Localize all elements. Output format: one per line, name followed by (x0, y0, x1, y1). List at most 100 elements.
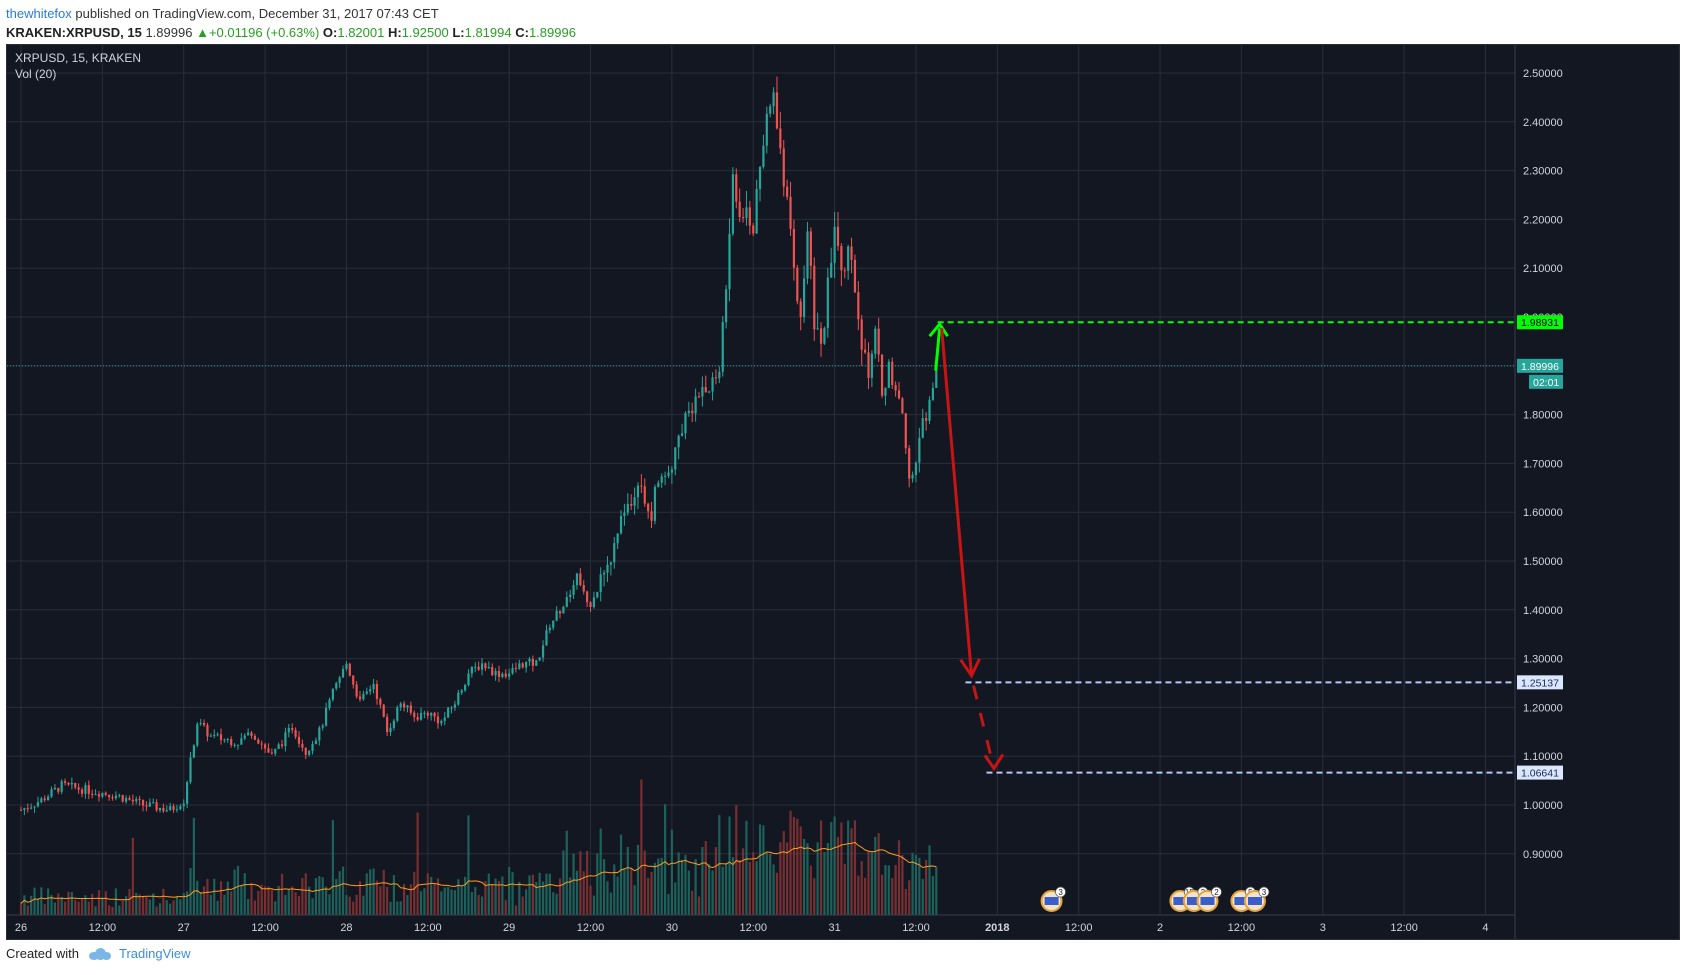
volume-bar (718, 815, 721, 915)
price-tick-label: 2.30000 (1523, 166, 1563, 178)
volume-bar (97, 890, 101, 915)
volume-bar (77, 901, 80, 915)
volume-bar (572, 853, 575, 915)
candle-body (687, 410, 690, 414)
volume-bar (789, 810, 792, 915)
volume-bar (640, 779, 643, 915)
volume-bar (87, 901, 90, 915)
volume-bar (270, 889, 273, 915)
volume-bar (548, 873, 551, 915)
close-value: 1.89996 (528, 25, 576, 40)
candle-body (640, 485, 643, 487)
candle-body (836, 226, 840, 246)
volume-bar (701, 847, 704, 915)
volume-bar (124, 896, 128, 915)
tradingview-link[interactable]: TradingView (118, 946, 191, 961)
close-label: C: (515, 25, 529, 40)
price-chart[interactable]: 2.500002.400002.300002.200002.100002.000… (7, 45, 1679, 939)
candle-body (680, 433, 684, 436)
volume-bar (674, 882, 677, 915)
us-flag-icon (1173, 897, 1188, 905)
low-label: L: (452, 25, 465, 40)
candle-body (236, 744, 240, 746)
volume-bar (521, 896, 524, 915)
volume-bar (247, 899, 250, 915)
tradingview-logo-icon (88, 947, 111, 960)
candle-body (816, 328, 819, 330)
candle-body (531, 658, 534, 666)
time-tick-label: 26 (15, 922, 27, 934)
price-tick-label: 0.90000 (1523, 849, 1563, 861)
volume-bar (836, 836, 840, 915)
volume-bar (833, 816, 836, 915)
candle-body (847, 246, 850, 271)
candle-body (325, 707, 328, 726)
volume-bar (745, 820, 748, 915)
volume-bar (901, 854, 904, 915)
volume-bar (531, 874, 534, 915)
support-price-tag: 1.25137 (1521, 677, 1559, 689)
volume-bar (555, 893, 558, 915)
candle-body (887, 361, 890, 388)
candle-body (280, 744, 284, 747)
candle-body (762, 145, 765, 167)
volume-bar (731, 857, 734, 915)
volume-bar (426, 873, 429, 915)
volume-bar (406, 895, 409, 915)
event-count-badge (1055, 886, 1066, 898)
candle-body (748, 207, 751, 226)
candle-body (864, 349, 867, 353)
volume-bar (541, 881, 545, 915)
volume-bar (775, 872, 779, 915)
candle-body (579, 573, 582, 586)
candle-body (701, 386, 704, 397)
volume-bar (762, 825, 765, 915)
candle-body (84, 785, 87, 794)
volume-bar (138, 894, 141, 915)
volume-bar (562, 850, 565, 915)
candle-body (111, 797, 114, 799)
candle-body (87, 785, 90, 794)
candle-body (789, 196, 792, 229)
candle-body (613, 543, 616, 563)
volume-bar (355, 894, 358, 915)
volume-bar (152, 893, 155, 915)
candle-body (409, 705, 412, 713)
candle-body (101, 792, 104, 797)
volume-bar (796, 818, 799, 915)
candle-body (647, 503, 650, 512)
candle-body (914, 462, 918, 476)
volume-bar (840, 822, 843, 915)
candle-body (677, 435, 680, 448)
volume-bar (80, 898, 84, 915)
volume-bar (386, 886, 389, 915)
time-tick-label: 3 (1320, 922, 1326, 934)
candle-body (558, 610, 562, 614)
time-tick-label: 12:00 (1228, 922, 1256, 934)
volume-bar (84, 895, 87, 915)
volume-bar (396, 901, 399, 915)
candle-body (931, 387, 935, 400)
candle-body (440, 720, 443, 724)
volume-bar (196, 880, 199, 915)
author-link[interactable]: thewhitefox (6, 6, 72, 21)
chart-panel[interactable]: 2.500002.400002.300002.200002.100002.000… (6, 44, 1680, 940)
candle-body (436, 716, 440, 724)
candle-body (860, 319, 863, 350)
volume-bar (331, 819, 334, 915)
candle-body (131, 799, 134, 802)
candle-body (670, 469, 673, 473)
open-value: 1.82001 (337, 25, 385, 40)
volume-bar (131, 837, 134, 915)
candle-body (47, 796, 50, 801)
volume-bar (864, 877, 867, 915)
volume-bar (725, 862, 728, 915)
candle-body (372, 683, 375, 690)
volume-bar (558, 878, 562, 915)
volume-bar (606, 881, 609, 915)
volume-bar (660, 857, 663, 915)
grid-lines (7, 45, 1515, 915)
candle-body (230, 739, 233, 746)
volume-bar (670, 829, 673, 915)
candle-body (853, 259, 857, 293)
